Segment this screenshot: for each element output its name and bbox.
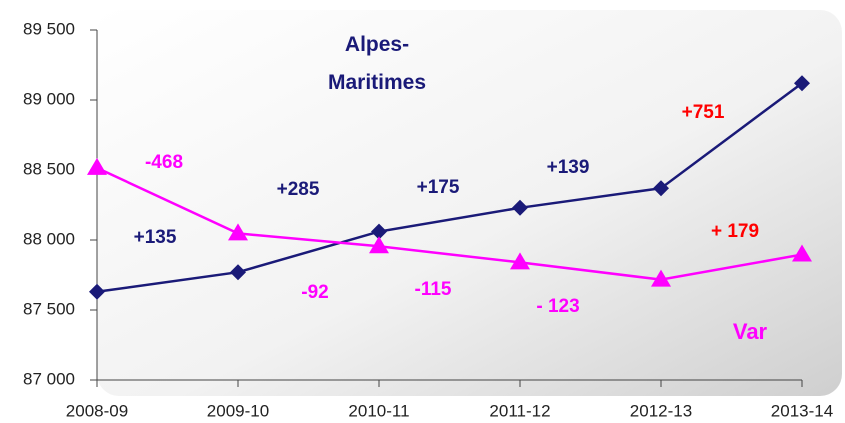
point bbox=[512, 199, 528, 216]
annotation: +751 bbox=[682, 102, 725, 123]
point bbox=[230, 264, 246, 281]
y-tick-label: 89 500 bbox=[23, 19, 75, 38]
x-tick-label: 2012-13 bbox=[630, 401, 692, 420]
point bbox=[792, 244, 812, 262]
annotation: +175 bbox=[417, 177, 460, 198]
point bbox=[510, 252, 530, 270]
annotation: -92 bbox=[301, 282, 328, 303]
annotation: +139 bbox=[547, 157, 590, 178]
annotation: -115 bbox=[415, 279, 452, 300]
annotation: + 179 bbox=[711, 221, 759, 242]
annotation: -468 bbox=[145, 152, 183, 173]
annotation: - 123 bbox=[536, 296, 579, 317]
plot-background bbox=[97, 10, 842, 396]
series-line bbox=[96, 166, 803, 281]
x-tick-label: 2008-09 bbox=[66, 401, 128, 420]
y-tick-label: 87 500 bbox=[23, 299, 75, 318]
y-tick-label: 89 000 bbox=[23, 89, 75, 108]
point bbox=[87, 157, 107, 175]
annotation: +285 bbox=[277, 179, 320, 200]
point bbox=[651, 269, 671, 287]
series-line bbox=[96, 82, 803, 294]
x-tick-label: 2010-11 bbox=[348, 401, 409, 420]
point bbox=[653, 180, 669, 197]
point bbox=[89, 283, 105, 300]
point bbox=[369, 236, 389, 254]
point bbox=[228, 223, 248, 241]
point bbox=[794, 75, 810, 92]
x-tick-label: 2009-10 bbox=[207, 401, 269, 420]
annotation: +135 bbox=[134, 227, 177, 248]
x-tick-label: 2013-14 bbox=[771, 401, 833, 420]
legend-label: Var bbox=[733, 319, 768, 344]
y-tick-label: 88 000 bbox=[23, 229, 75, 248]
y-tick-label: 88 500 bbox=[23, 159, 75, 178]
y-tick-label: 87 000 bbox=[23, 369, 75, 388]
legend-label: Alpes-Maritimes bbox=[327, 33, 427, 94]
x-tick-label: 2011-12 bbox=[489, 401, 550, 420]
point bbox=[371, 223, 387, 240]
